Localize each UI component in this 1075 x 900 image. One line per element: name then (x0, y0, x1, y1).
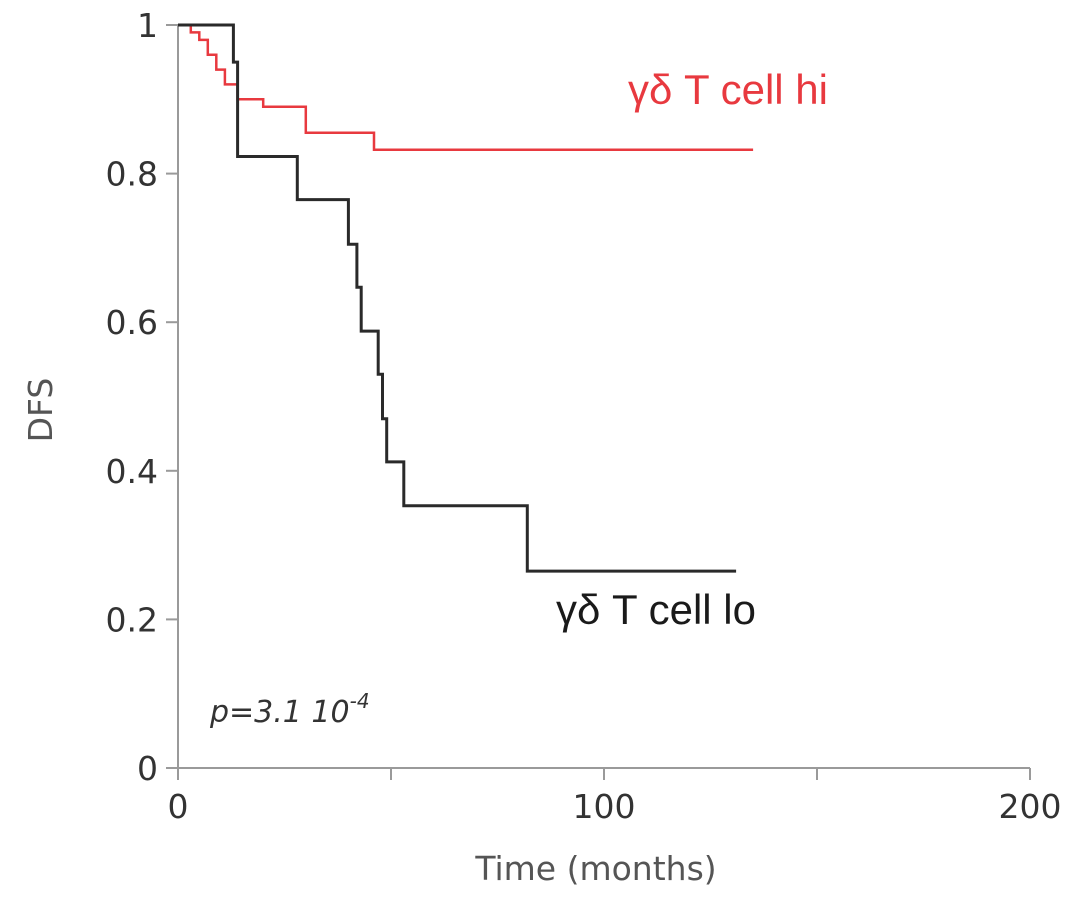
x-tick-label: 0 (168, 787, 189, 826)
p-value-base: p=3.1 10 (209, 695, 350, 730)
x-tick-label: 200 (999, 787, 1062, 826)
series-label-hi: γδ T cell hi (628, 66, 828, 113)
tick-labels: 0 100 200 0 0.2 0.4 0.6 0.8 1 (106, 6, 1062, 826)
series-line-hi (178, 23, 754, 152)
series-line-lo (178, 23, 737, 573)
p-value-exponent: -4 (350, 689, 370, 713)
y-tick-label: 0.6 (106, 303, 158, 342)
y-tick-label: 0 (137, 749, 158, 788)
y-tick-label: 1 (137, 6, 158, 45)
x-axis-title: Time (months) (474, 849, 716, 888)
axes (177, 25, 1030, 769)
p-value-annotation: p=3.1 10-4 (209, 689, 370, 730)
series-lines (178, 23, 754, 573)
ticks (166, 24, 1031, 780)
series-label-lo: γδ T cell lo (556, 586, 756, 633)
y-tick-label: 0.8 (106, 155, 158, 194)
y-tick-label: 0.2 (106, 600, 158, 639)
y-axis-title: DFS (21, 378, 60, 443)
y-tick-label: 0.4 (106, 452, 158, 491)
x-tick-label: 100 (573, 787, 636, 826)
